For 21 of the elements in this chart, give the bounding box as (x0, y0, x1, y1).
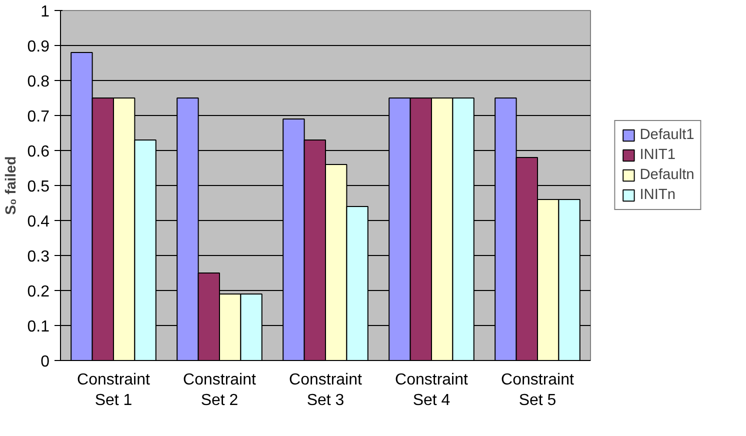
y-tick-label: 0.5 (27, 178, 50, 196)
legend-label: Default1 (640, 126, 694, 142)
y-tick-label: 1 (40, 4, 50, 20)
y-tick-label: 0.1 (27, 318, 50, 336)
x-tick-label: Constraint Set 5 (501, 372, 575, 409)
y-tick-label: 0.2 (27, 284, 50, 300)
y-tick-label: 0 (40, 354, 50, 370)
y-tick-label: 0.4 (27, 214, 50, 230)
x-tick-label: Constraint Set 1 (77, 372, 151, 409)
legend-label: Defaultn (640, 166, 694, 182)
x-tick-label: Constraint Set 2 (183, 372, 257, 409)
y-tick-label: 0.3 (27, 248, 50, 266)
legend-label: INIT1 (640, 146, 676, 162)
y-tick-label: 0.9 (27, 38, 50, 56)
y-axis-title: S₀ failed (3, 156, 20, 215)
x-tick-label: Constraint Set 4 (395, 372, 469, 409)
x-tick-label: Constraint Set 3 (289, 372, 363, 409)
y-tick-label: 0.7 (27, 108, 50, 126)
y-tick-label: 0.8 (27, 74, 50, 90)
y-tick-label: 0.6 (27, 144, 50, 160)
legend-label: INITn (640, 186, 676, 202)
